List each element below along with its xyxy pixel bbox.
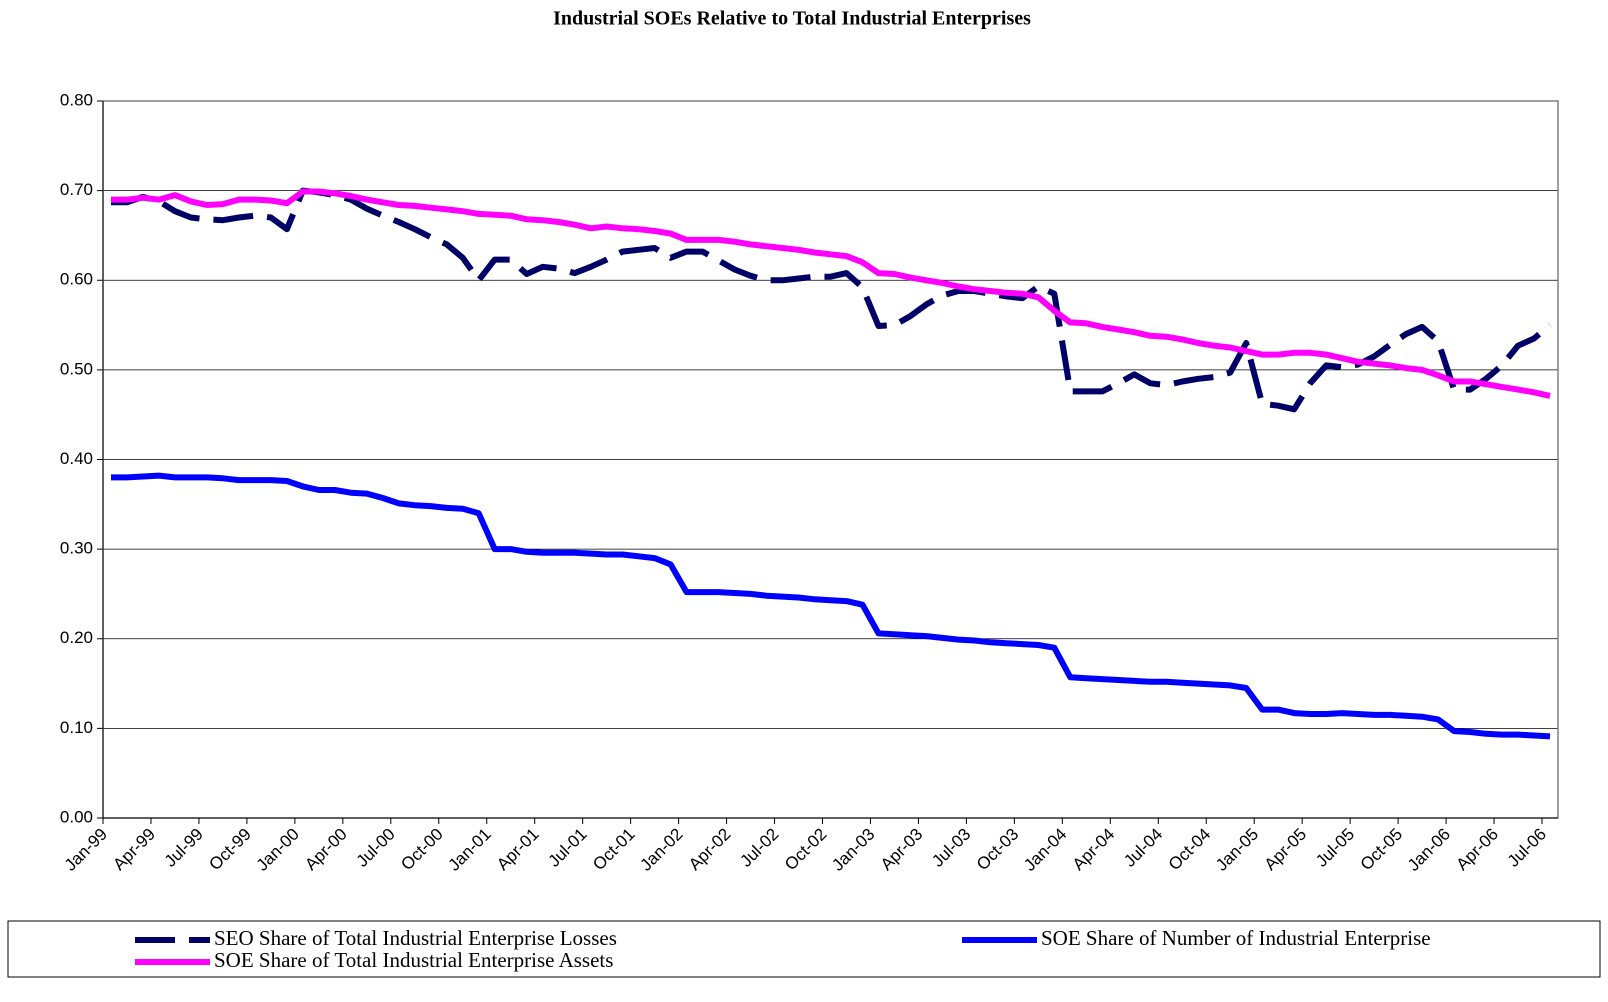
x-tick-label: Jul-02 — [736, 825, 782, 871]
legend-label: SOE Share of Total Industrial Enterprise… — [214, 948, 613, 972]
x-tick-label: Jan-03 — [828, 825, 878, 875]
series-line — [111, 187, 1552, 413]
x-tick-label: Jan-00 — [253, 825, 303, 875]
chart-title: Industrial SOEs Relative to Total Indust… — [553, 8, 1031, 30]
x-tick-label: Jan-99 — [61, 825, 111, 875]
x-tick-label: Jan-02 — [636, 825, 686, 875]
legend-box — [7, 920, 1601, 978]
x-tick-label: Jan-04 — [1020, 825, 1070, 875]
x-tick-label: Apr-00 — [301, 825, 351, 875]
y-tick-label: 0.10 — [60, 718, 93, 737]
x-tick-label: Apr-02 — [685, 825, 735, 875]
series-line — [111, 188, 1551, 399]
y-tick-label: 0.40 — [60, 449, 93, 468]
x-tick-label: Apr-03 — [877, 825, 927, 875]
x-tick-label: Oct-03 — [973, 825, 1023, 875]
y-tick-label: 0.00 — [60, 807, 93, 826]
y-tick-label: 0.30 — [60, 539, 93, 558]
x-tick-label: Oct-01 — [589, 825, 639, 875]
x-tick-label: Oct-05 — [1357, 825, 1407, 875]
y-tick-label: 0.50 — [60, 359, 93, 378]
x-tick-label: Apr-06 — [1453, 825, 1503, 875]
x-tick-label: Jan-06 — [1404, 825, 1454, 875]
x-tick-label: Jul-04 — [1120, 825, 1166, 871]
y-tick-label: 0.60 — [60, 270, 93, 289]
x-tick-label: Apr-04 — [1069, 825, 1119, 875]
x-tick-label: Oct-00 — [397, 825, 447, 875]
x-tick-label: Apr-05 — [1261, 825, 1311, 875]
y-tick-label: 0.20 — [60, 628, 93, 647]
legend-label: SOE Share of Number of Industrial Enterp… — [1041, 926, 1431, 950]
series-line — [111, 472, 1551, 740]
x-tick-label: Jul-06 — [1504, 825, 1550, 871]
x-tick-label: Oct-99 — [205, 825, 255, 875]
x-tick-label: Jan-01 — [445, 825, 495, 875]
legend-label: SEO Share of Total Industrial Enterprise… — [214, 926, 617, 950]
x-tick-label: Oct-02 — [781, 825, 831, 875]
x-tick-label: Jan-05 — [1212, 825, 1262, 875]
x-tick-label: Jul-01 — [544, 825, 590, 871]
x-tick-label: Jul-00 — [353, 825, 399, 871]
x-tick-label: Apr-01 — [493, 825, 543, 875]
x-tick-label: Jul-05 — [1312, 825, 1358, 871]
x-tick-label: Jul-99 — [161, 825, 207, 871]
x-tick-label: Oct-04 — [1165, 825, 1215, 875]
y-tick-label: 0.70 — [60, 180, 93, 199]
x-tick-label: Apr-99 — [109, 825, 159, 875]
y-tick-label: 0.80 — [60, 90, 93, 109]
x-tick-label: Jul-03 — [928, 825, 974, 871]
